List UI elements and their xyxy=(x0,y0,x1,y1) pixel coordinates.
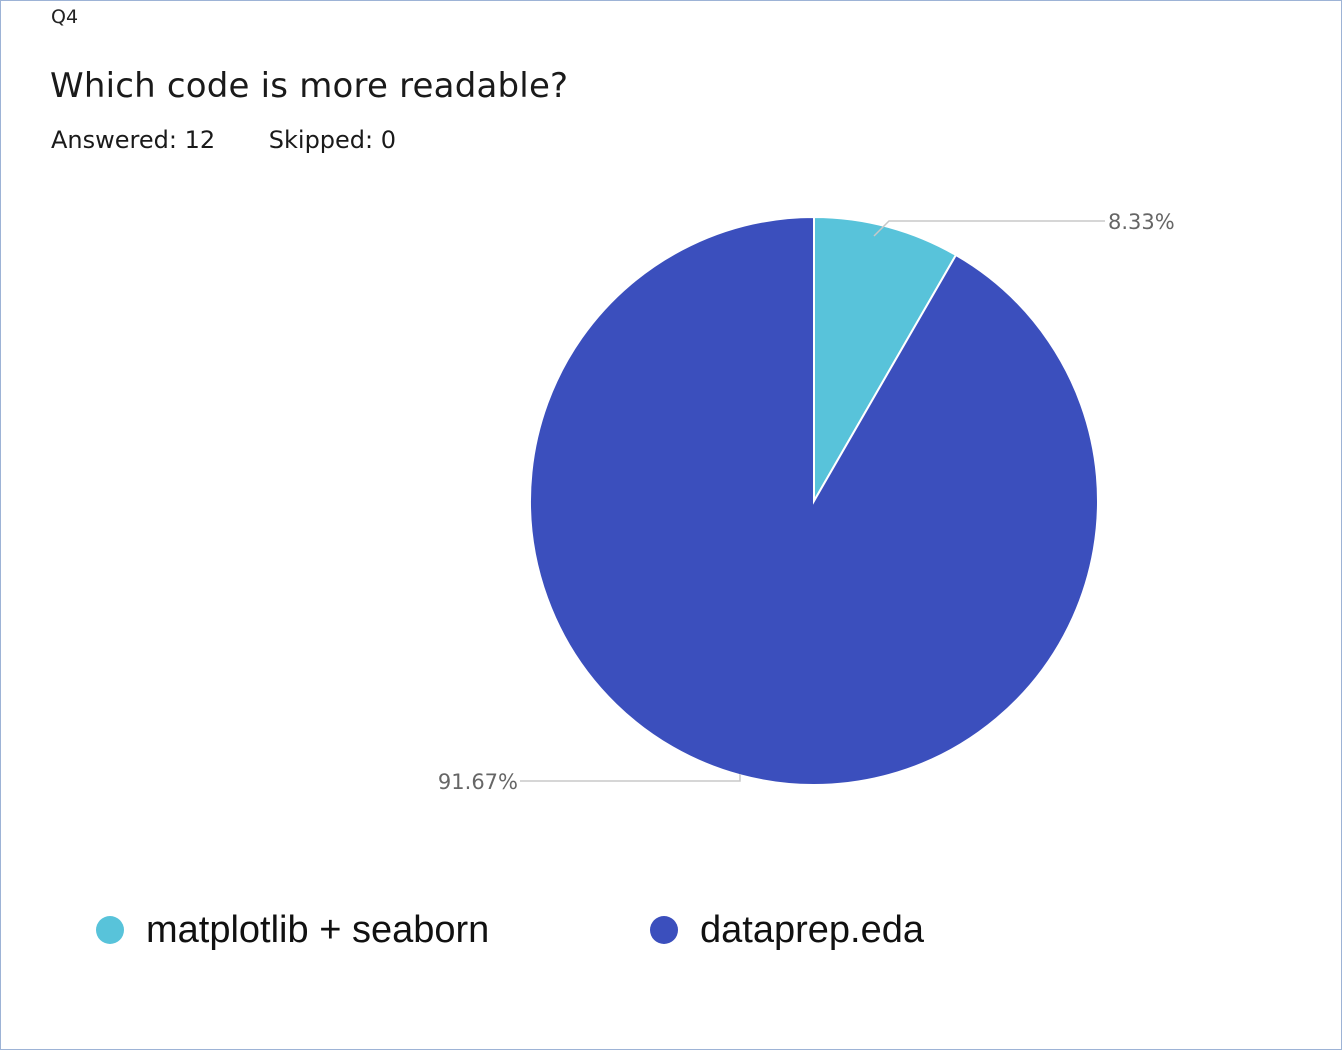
pie-slice-dataprep-eda[interactable] xyxy=(529,215,1099,786)
skipped-count: Skipped: 0 xyxy=(268,126,397,154)
pie-slice-matplotlib-seaborn[interactable] xyxy=(813,215,958,505)
slice-label-dataprep-eda: 91.67% xyxy=(438,770,518,794)
response-stats: Answered: 12 Skipped: 0 xyxy=(51,126,396,154)
question-title: Which code is more readable? xyxy=(50,66,569,106)
legend: matplotlib + seaborn dataprep.eda xyxy=(0,905,1342,955)
legend-label-matplotlib-seaborn: matplotlib + seaborn xyxy=(146,909,490,951)
legend-label-dataprep-eda: dataprep.eda xyxy=(700,909,924,951)
legend-swatch-matplotlib-seaborn xyxy=(96,916,124,944)
slice-label-leader-matplotlib-seaborn xyxy=(873,220,1105,237)
slice-label-leader-dataprep-eda xyxy=(520,774,741,782)
answered-count: Answered: 12 xyxy=(51,126,216,154)
question-number: Q4 xyxy=(51,6,79,28)
slice-label-matplotlib-seaborn: 8.33% xyxy=(1108,210,1175,234)
legend-item-matplotlib-seaborn[interactable]: matplotlib + seaborn xyxy=(96,905,489,955)
legend-swatch-dataprep-eda xyxy=(650,916,678,944)
legend-item-dataprep-eda[interactable]: dataprep.eda xyxy=(650,905,924,955)
